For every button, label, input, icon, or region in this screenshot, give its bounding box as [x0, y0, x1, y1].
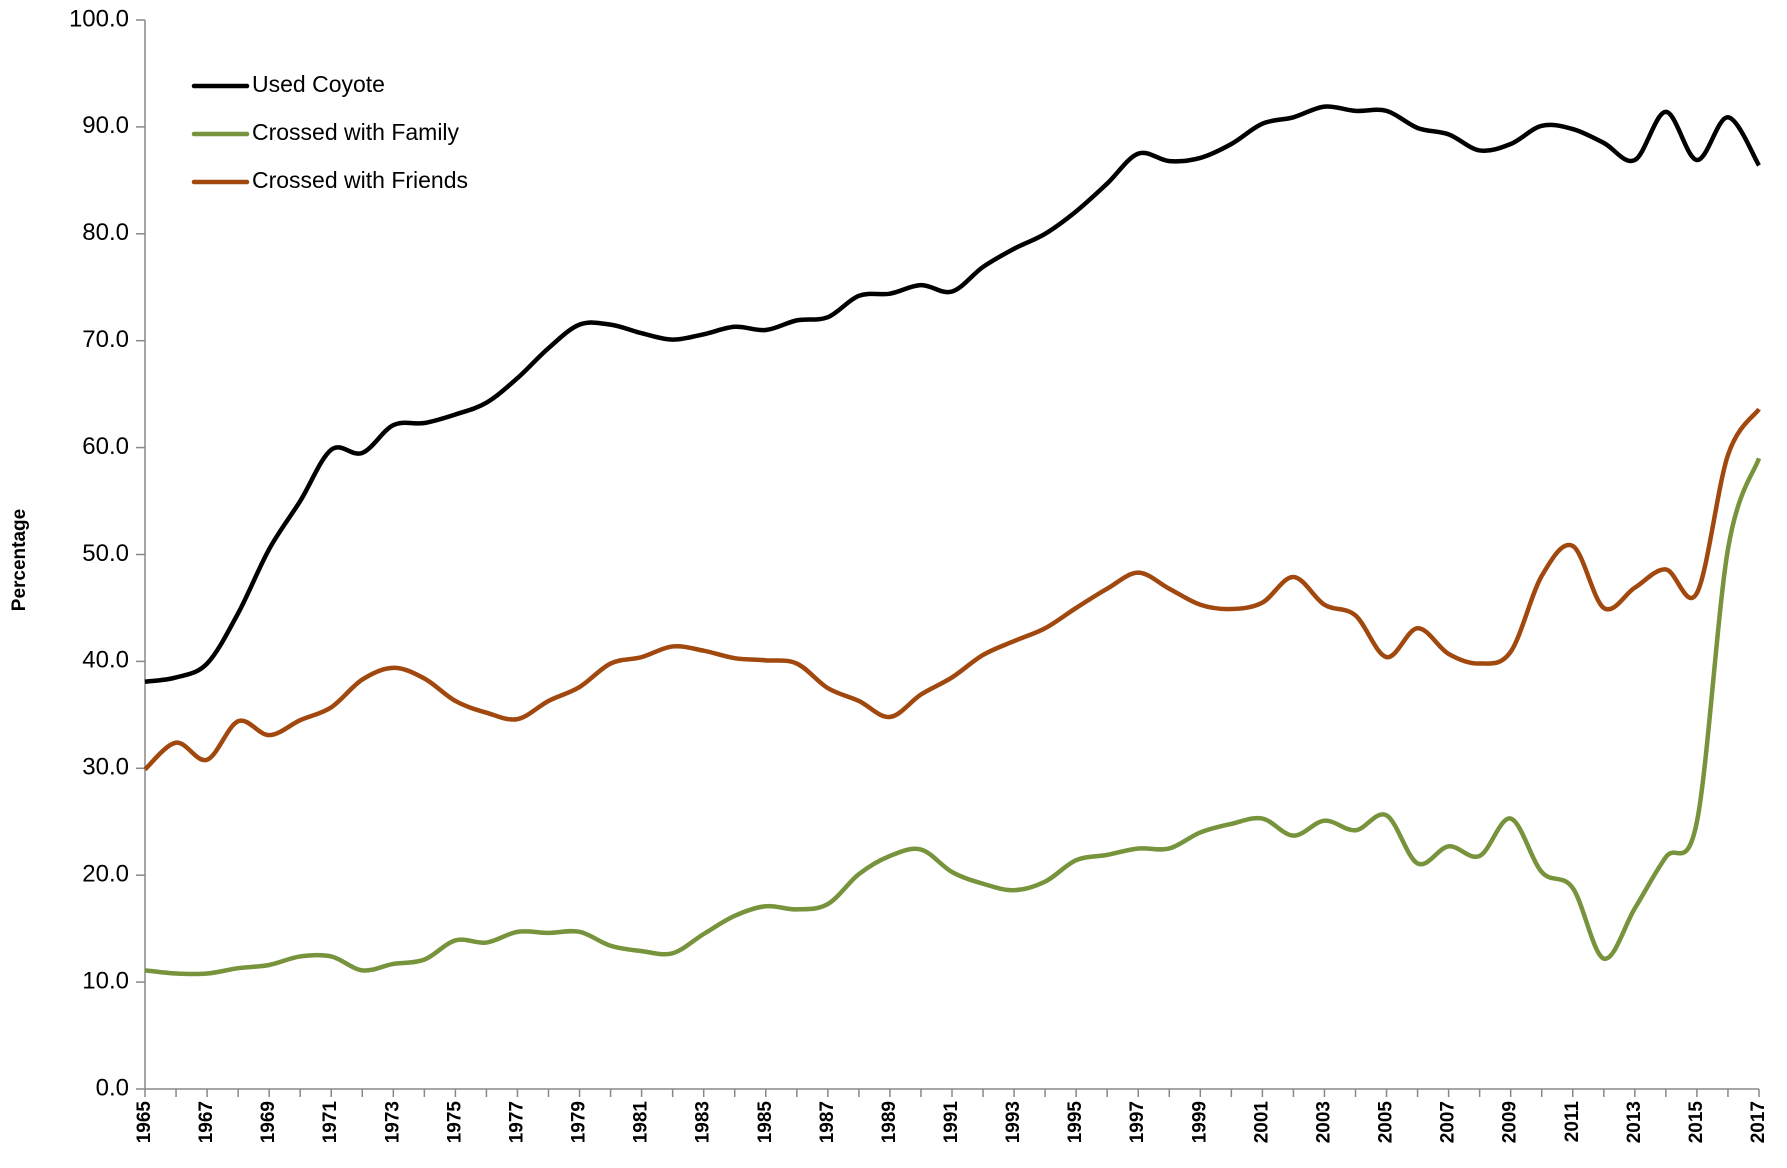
- x-tick-label: 1969: [258, 1101, 279, 1143]
- line-series: [144, 104, 1761, 684]
- y-tick-label: 70.0: [82, 326, 129, 353]
- x-tick-label: 1999: [1189, 1101, 1210, 1143]
- x-tick-label: 1997: [1127, 1101, 1148, 1143]
- legend-label: Used Coyote: [252, 71, 385, 97]
- x-tick-label: 1995: [1065, 1101, 1086, 1144]
- x-tick-label: 2017: [1748, 1101, 1769, 1143]
- y-tick-label: 60.0: [82, 433, 129, 460]
- y-tick-label: 30.0: [82, 754, 129, 781]
- x-tick-label: 2003: [1313, 1101, 1334, 1143]
- x-tick-label: 2015: [1686, 1101, 1707, 1144]
- y-tick-label: 20.0: [82, 861, 129, 888]
- x-tick-label: 1989: [879, 1101, 900, 1143]
- y-tick-label: 40.0: [82, 647, 129, 674]
- x-tick-label: 1991: [941, 1101, 962, 1144]
- x-tick-label: 2005: [1376, 1101, 1397, 1144]
- x-tick-label: 1967: [196, 1101, 217, 1143]
- x-tick-label: 2011: [1562, 1101, 1583, 1143]
- legend-label: Crossed with Friends: [252, 167, 468, 193]
- x-tick-label: 1971: [320, 1101, 341, 1144]
- x-tick-label: 1979: [569, 1101, 590, 1143]
- y-tick-label: 100.0: [69, 5, 129, 32]
- x-tick-label: 1985: [755, 1101, 776, 1144]
- x-tick-label: 1975: [444, 1101, 465, 1144]
- x-tick-label: 1981: [631, 1101, 652, 1144]
- line-series: [143, 407, 1761, 772]
- x-tick-label: 1973: [382, 1101, 403, 1143]
- legend-label: Crossed with Family: [252, 119, 460, 145]
- y-tick-label: 0.0: [96, 1074, 129, 1101]
- x-tick-label: 1987: [817, 1101, 838, 1143]
- x-tick-label: 2001: [1251, 1101, 1272, 1144]
- y-tick-label: 80.0: [82, 219, 129, 246]
- line-series: [144, 457, 1762, 977]
- y-tick-label: 10.0: [82, 967, 129, 994]
- x-tick-label: 1993: [1003, 1101, 1024, 1143]
- y-tick-label: 50.0: [82, 540, 129, 567]
- x-tick-label: 2009: [1500, 1101, 1521, 1143]
- x-tick-label: 1977: [506, 1101, 527, 1143]
- x-tick-label: 1983: [693, 1101, 714, 1143]
- x-tick-label: 2013: [1624, 1101, 1645, 1143]
- x-tick-label: 1965: [134, 1101, 155, 1144]
- y-axis-label: Percentage: [9, 509, 30, 611]
- y-tick-label: 90.0: [82, 112, 129, 139]
- x-tick-label: 2007: [1438, 1101, 1459, 1143]
